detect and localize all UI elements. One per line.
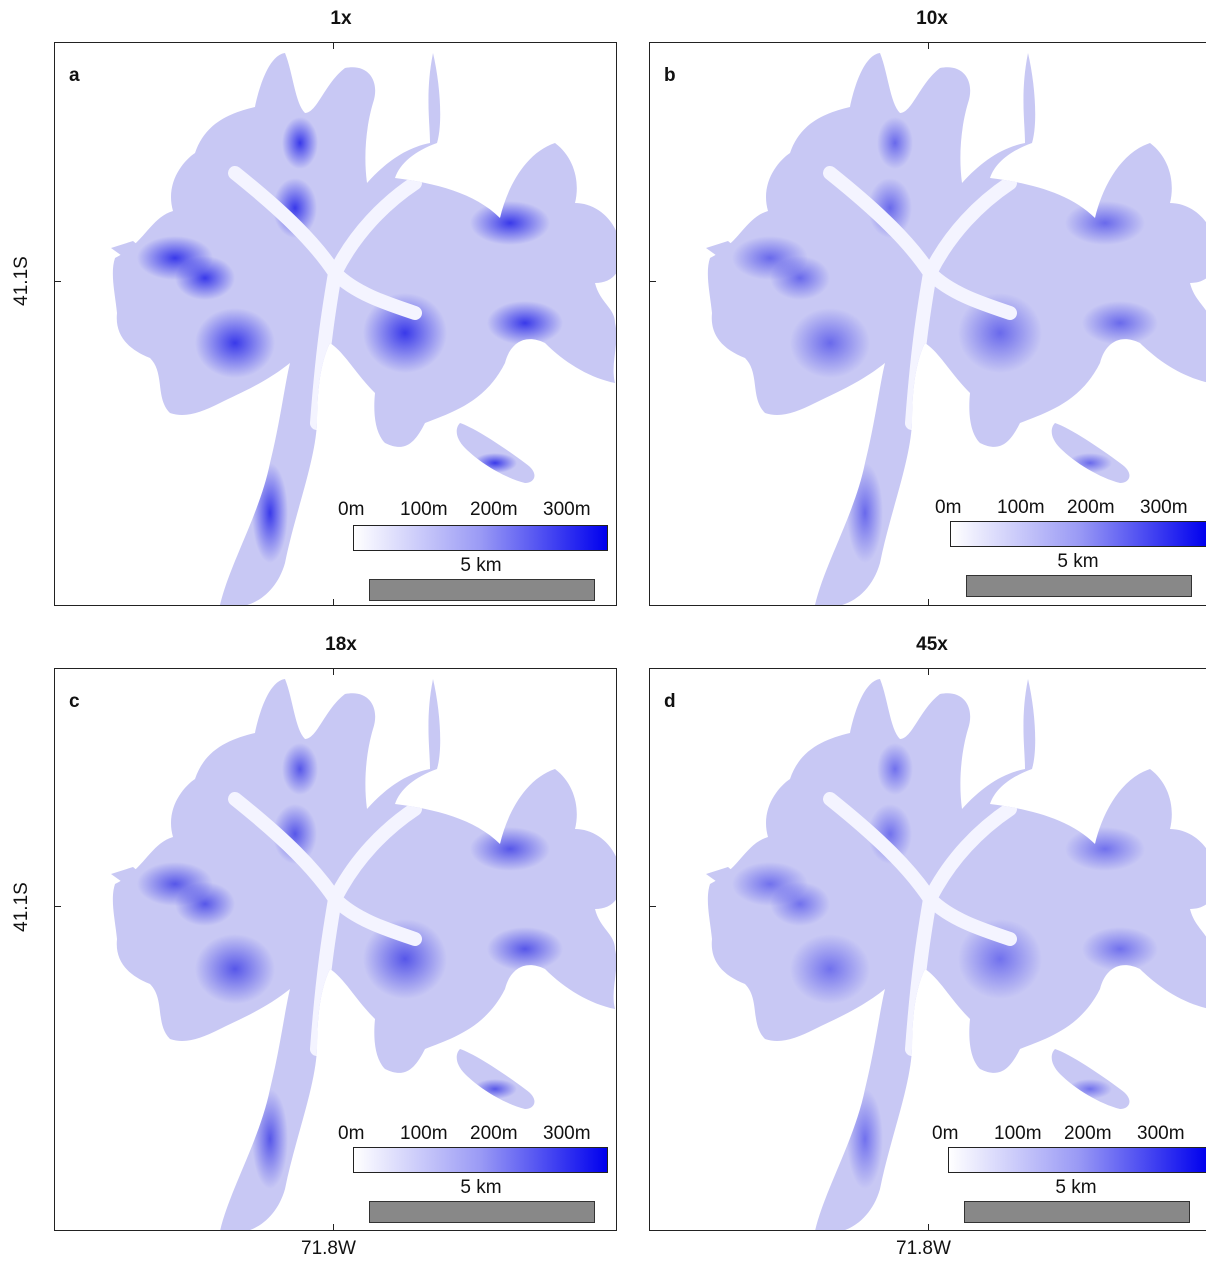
thickness-patch xyxy=(252,1089,288,1189)
thickness-patch xyxy=(487,927,563,971)
scale-bar-label: 5 km xyxy=(1057,551,1099,572)
thickness-patch xyxy=(282,743,318,795)
glacier-outline xyxy=(706,53,1206,605)
thickness-patch xyxy=(487,301,563,345)
thickness-patch xyxy=(1082,301,1158,345)
panel-a-letter: a xyxy=(69,65,80,86)
thickness-patch xyxy=(790,308,870,378)
x-axis-label-right: 71.8W xyxy=(896,1238,951,1259)
scale-bar xyxy=(369,1201,595,1223)
scale-bar xyxy=(966,575,1192,597)
thickness-patch xyxy=(195,934,275,1004)
colorbar-tick-label: 200m xyxy=(1064,1123,1112,1144)
colorbar-tick-label: 100m xyxy=(400,1123,448,1144)
thickness-patch xyxy=(470,827,550,871)
panel-b-title: 10x xyxy=(916,8,948,29)
tick xyxy=(55,906,61,907)
tick xyxy=(928,599,929,605)
colorbar-tick-label: 200m xyxy=(470,1123,518,1144)
thickness-patch xyxy=(877,743,913,795)
tick xyxy=(650,281,656,282)
colorbar-tick-label: 100m xyxy=(997,497,1045,518)
tick xyxy=(928,1224,929,1230)
panel-d-map: d 0m 100m 200m 300m 5 km xyxy=(649,668,1206,1231)
panel-d-letter: d xyxy=(664,691,676,712)
colorbar-labels: 0m 100m 200m 300m xyxy=(338,499,608,523)
thickness-patch xyxy=(470,201,550,245)
colorbar-tick-label: 300m xyxy=(543,499,591,520)
x-axis-label-left: 71.8W xyxy=(301,1238,356,1259)
thickness-patch xyxy=(847,463,883,563)
thickness-patch xyxy=(1065,201,1145,245)
panel-c-ice-thickness xyxy=(111,679,616,1230)
y-axis-label-top: 41.1S xyxy=(11,256,32,306)
tick xyxy=(333,599,334,605)
scale-bar-label: 5 km xyxy=(460,1177,502,1198)
colorbar-tick-label: 300m xyxy=(1137,1123,1185,1144)
thickness-patch xyxy=(1082,927,1158,971)
thickness-patch xyxy=(1068,453,1112,473)
colorbar-labels: 0m 100m 200m 300m xyxy=(338,1123,608,1147)
thickness-patch xyxy=(175,256,235,300)
thickness-patch xyxy=(770,256,830,300)
colorbar-tick-label: 300m xyxy=(543,1123,591,1144)
colorbar-tick-label: 200m xyxy=(470,499,518,520)
thickness-patch xyxy=(175,882,235,926)
panel-a-title: 1x xyxy=(330,8,352,29)
scale-bar xyxy=(369,579,595,601)
colorbar xyxy=(948,1147,1206,1173)
tick xyxy=(650,906,656,907)
thickness-patch xyxy=(958,919,1042,999)
thickness-patch xyxy=(252,463,288,563)
thickness-patch xyxy=(1065,827,1145,871)
thickness-patch xyxy=(363,919,447,999)
colorbar-tick-label: 200m xyxy=(1067,497,1115,518)
panel-c-map: c 0m 100m 200m 300m 5 km xyxy=(54,668,617,1231)
panel-a-ice-thickness xyxy=(111,53,616,605)
panel-b-map: b 0m 100m 200m 300m 5 km xyxy=(649,42,1206,606)
thickness-patch xyxy=(473,453,517,473)
panel-b-letter: b xyxy=(664,65,676,86)
thickness-patch xyxy=(195,308,275,378)
scale-bar xyxy=(964,1201,1190,1223)
colorbar-tick-label: 0m xyxy=(932,1123,959,1144)
colorbar-labels: 0m 100m 200m 300m xyxy=(932,1123,1202,1147)
colorbar-tick-label: 0m xyxy=(338,1123,365,1144)
colorbar-tick-label: 100m xyxy=(400,499,448,520)
panel-c-letter: c xyxy=(69,691,80,712)
thickness-patch xyxy=(363,293,447,373)
thickness-patch xyxy=(958,293,1042,373)
thickness-patch xyxy=(877,117,913,169)
colorbar-tick-label: 0m xyxy=(338,499,365,520)
colorbar-tick-label: 100m xyxy=(994,1123,1042,1144)
tick xyxy=(333,43,334,49)
tick xyxy=(333,669,334,675)
glacier-outline xyxy=(706,679,1206,1230)
thickness-patch xyxy=(473,1079,517,1099)
colorbar xyxy=(353,525,608,551)
tick xyxy=(928,43,929,49)
colorbar-labels: 0m 100m 200m 300m xyxy=(935,497,1205,521)
thickness-patch xyxy=(770,882,830,926)
panel-a-map: a 0m 100m 200m 300m 5 km xyxy=(54,42,617,606)
tick xyxy=(928,669,929,675)
panel-b-ice-thickness xyxy=(706,53,1206,605)
panel-c-title: 18x xyxy=(325,634,357,655)
scale-bar-label: 5 km xyxy=(460,555,502,576)
colorbar-tick-label: 300m xyxy=(1140,497,1188,518)
scale-bar-label: 5 km xyxy=(1055,1177,1097,1198)
colorbar xyxy=(353,1147,608,1173)
colorbar-tick-label: 0m xyxy=(935,497,962,518)
thickness-patch xyxy=(1068,1079,1112,1099)
thickness-patch xyxy=(790,934,870,1004)
panel-d-ice-thickness xyxy=(706,679,1206,1230)
thickness-patch xyxy=(282,117,318,169)
tick xyxy=(55,281,61,282)
thickness-patch xyxy=(847,1089,883,1189)
tick xyxy=(333,1224,334,1230)
colorbar xyxy=(950,521,1206,547)
y-axis-label-bottom: 41.1S xyxy=(11,882,32,932)
panel-d-title: 45x xyxy=(916,634,948,655)
